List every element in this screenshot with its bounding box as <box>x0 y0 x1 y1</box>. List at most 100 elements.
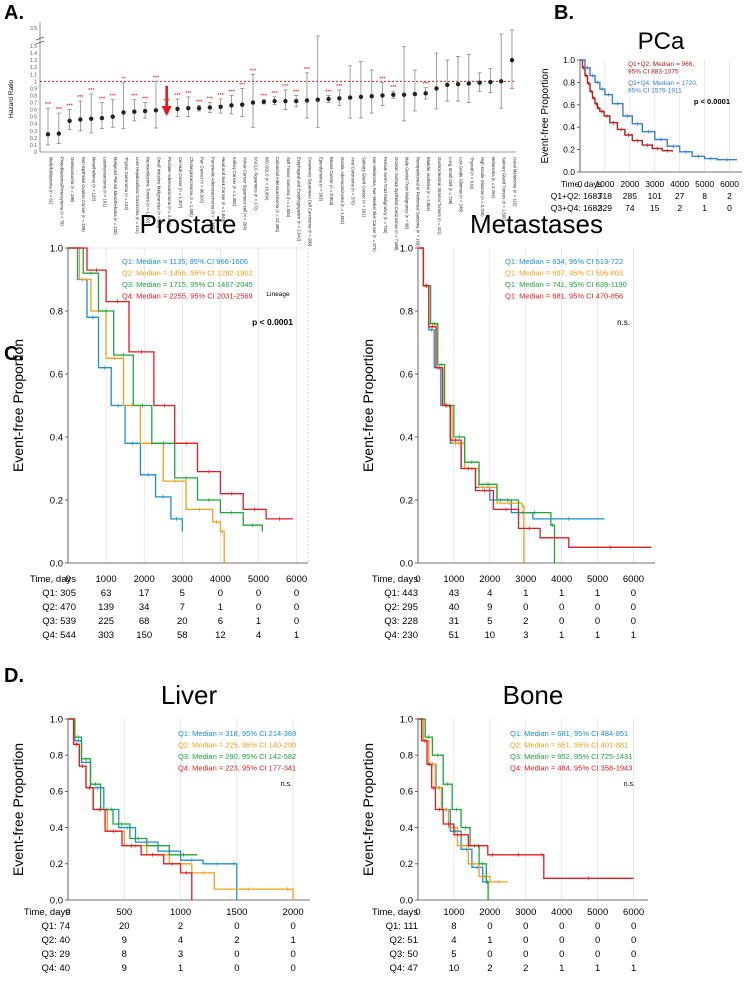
risk-table-label: Q3: 228 <box>384 616 418 627</box>
hazard-ratio-point <box>99 115 105 121</box>
risk-table-count: 8 <box>122 949 127 960</box>
x-tick-label: 6000 <box>623 907 644 918</box>
category-label: Breast Cancer (n = 8,903) <box>329 157 334 206</box>
category-label: Cutaneous Squamous Cell Carcinoma (n = 2… <box>307 157 312 247</box>
hazard-ratio-point <box>358 94 364 100</box>
risk-table-label: Q3: 50 <box>389 949 418 960</box>
risk-table-count: 68 <box>139 616 150 627</box>
category-label: Female Germ Tract Malignancy (n = 760) <box>383 157 388 234</box>
risk-table-count: 0 <box>559 616 564 627</box>
significance-marker: *** <box>131 94 138 100</box>
y-tick-label: 0.9 <box>30 86 37 92</box>
hazard-ratio-point <box>380 93 385 98</box>
risk-table-count: 0 <box>294 588 299 599</box>
risk-table-count: 1 <box>559 630 564 641</box>
risk-table-count: 20 <box>177 616 188 627</box>
hazard-ratio-point <box>434 86 439 91</box>
km-curve-q4 <box>418 247 652 548</box>
x-tick-label: 1500 <box>226 907 247 918</box>
category-label: NSCLC-Squamous (n = 172) <box>254 157 259 211</box>
significance-marker: *** <box>293 89 300 95</box>
chart-title: Prostate <box>140 209 237 239</box>
category-label: Ovarian Surface Epithelial Carcinomas (n… <box>394 157 399 251</box>
risk-table-count: 225 <box>98 616 114 627</box>
y-axis-title: Event-free Proportion <box>360 743 376 876</box>
risk-table-count: 329 <box>598 203 612 213</box>
risk-table-count: 9 <box>122 935 127 946</box>
risk-table-count: 2 <box>523 963 528 974</box>
risk-table-count: 150 <box>136 630 152 641</box>
risk-table-count: 0 <box>559 602 564 613</box>
x-axis-title: Time, days <box>24 907 70 918</box>
x-tick-label: 6000 <box>623 574 644 585</box>
risk-table-count: 139 <box>98 602 114 613</box>
risk-table-count: 5 <box>451 949 456 960</box>
risk-table-count: 285 <box>623 191 637 201</box>
hazard-ratio-point <box>315 97 320 102</box>
hazard-ratio-point <box>369 93 374 99</box>
risk-table-label: Q3: 29 <box>41 949 70 960</box>
y-tick-label: 0.2 <box>50 859 63 870</box>
risk-table-label: Q3: 539 <box>42 616 76 627</box>
risk-table-count: 4 <box>256 630 261 641</box>
significance-marker: *** <box>336 84 343 90</box>
legend-entry: Q2: Median = 1456, 95% CI 1282-1902 <box>122 269 253 278</box>
risk-table-count: 0 <box>523 921 528 932</box>
risk-table-count: 17 <box>139 588 150 599</box>
hazard-ratio-point <box>293 98 299 104</box>
x-axis-title: Time, days <box>561 179 602 189</box>
hazard-ratio-point <box>250 100 256 105</box>
category-label: Liver Hepatocellular Carcinoma (n = 441) <box>135 157 140 234</box>
x-tick-label: 3000 <box>645 179 664 189</box>
forest-plot: 00.10.20.30.40.50.60.70.80.911.11.21.31.… <box>8 22 518 298</box>
y-axis-title: Event-free Proportion <box>540 68 551 163</box>
x-tick-label: 500 <box>116 907 132 918</box>
risk-table-count: 4 <box>487 588 492 599</box>
y-tick-label: 0.4 <box>50 432 63 443</box>
y-tick-label: 0.0 <box>50 895 63 906</box>
significance-marker: *** <box>261 94 268 100</box>
hazard-ratio-point <box>445 82 450 88</box>
y-tick-label: 0.2 <box>400 859 413 870</box>
x-tick-label: 5000 <box>248 574 269 585</box>
risk-table-count: 0 <box>234 921 239 932</box>
x-tick-label: 6000 <box>720 179 739 189</box>
category-label: Bladder urothelial (n = 2,804) <box>426 157 431 212</box>
x-axis-title: Lineage <box>266 291 290 298</box>
y-tick-label: 0.6 <box>30 108 37 114</box>
risk-table-count: 43 <box>449 588 460 599</box>
hazard-ratio-point <box>412 91 418 97</box>
significance-marker: *** <box>271 91 278 97</box>
legend-entry: Q4: Median = 2255, 95% CI 2031-2569 <box>122 292 253 301</box>
risk-table-count: 2 <box>727 191 732 201</box>
hazard-ratio-point <box>477 80 482 85</box>
significance-marker: *** <box>282 84 289 90</box>
risk-table-count: 5 <box>487 616 492 627</box>
risk-table-count: 0 <box>631 602 636 613</box>
category-label: Cervical Cancer (n = 1,207) <box>178 157 183 209</box>
risk-table-label: Q4: 230 <box>384 630 418 641</box>
hazard-ratio-point <box>304 98 310 103</box>
risk-table-count: 2 <box>178 921 183 932</box>
category-label: Low Grade Gliomas (n = 248) <box>459 157 464 213</box>
risk-table-count: 1 <box>631 963 636 974</box>
y-tick-label: 0.6 <box>50 787 63 798</box>
category-label: Mesothelioma (n = 126) <box>92 157 97 202</box>
hazard-ratio-point <box>196 105 202 111</box>
significance-marker: *** <box>99 97 106 103</box>
category-label: Anal Carcinoma (n = 376) <box>351 157 356 205</box>
y-tick-label: 1.1 <box>30 72 37 78</box>
p-value: p < 0.0001 <box>252 317 293 327</box>
risk-table-count: 34 <box>139 602 150 613</box>
x-tick-label: 5000 <box>695 179 714 189</box>
significance-marker: *** <box>379 77 386 83</box>
risk-table-count: 31 <box>449 616 460 627</box>
risk-table-count: 0 <box>290 921 295 932</box>
risk-table-count: 4 <box>178 935 183 946</box>
category-label: Osteosarcoma (n = 198) <box>70 157 75 203</box>
y-tick-label: 0.0 <box>50 558 63 569</box>
y-tick-label: 3.5 <box>30 26 37 32</box>
significance-marker: *** <box>422 82 429 88</box>
y-tick-label: 0.0 <box>563 167 575 177</box>
hazard-ratio-point <box>283 98 288 104</box>
